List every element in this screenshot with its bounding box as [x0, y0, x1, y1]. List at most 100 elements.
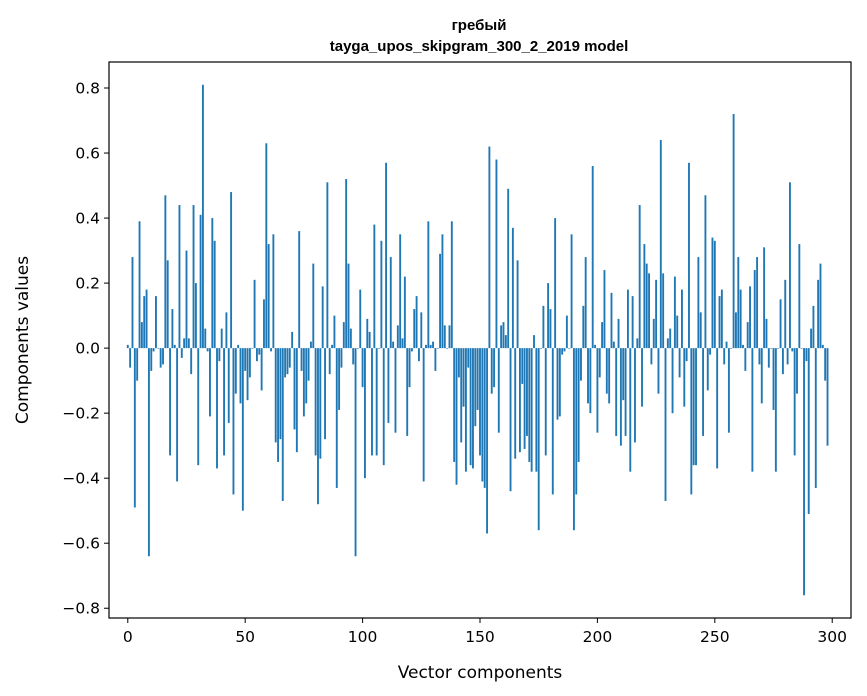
bar [774, 348, 777, 472]
bar [817, 279, 820, 349]
bar [760, 348, 763, 404]
bar [232, 348, 235, 495]
y-tick-label: 0.4 [75, 210, 100, 228]
bar [187, 338, 190, 349]
bar [410, 348, 413, 352]
bar [810, 328, 813, 349]
bar [211, 218, 214, 349]
bar [739, 289, 742, 349]
bar [643, 244, 646, 349]
x-tick-label: 300 [817, 628, 847, 646]
bars-group [126, 84, 829, 596]
bar [671, 348, 674, 414]
bar [526, 348, 528, 436]
bar [615, 348, 618, 436]
bar [248, 348, 251, 378]
bar [735, 312, 737, 349]
x-tick-label: 200 [583, 628, 613, 646]
bar [692, 348, 695, 466]
bar [133, 348, 136, 508]
bar [612, 341, 615, 349]
bar [131, 257, 134, 349]
bar [542, 305, 545, 349]
bar [263, 299, 265, 349]
bar [173, 344, 176, 349]
bar [415, 296, 418, 349]
bar [770, 348, 773, 349]
bar [155, 296, 157, 349]
bar [314, 348, 317, 456]
bar [784, 279, 787, 349]
bar [727, 348, 730, 433]
bar [460, 348, 463, 443]
bar [821, 344, 824, 349]
bar [793, 348, 796, 456]
bar [502, 322, 505, 349]
bar [781, 348, 784, 375]
bar [436, 348, 439, 349]
bar [803, 348, 805, 596]
bar [537, 348, 540, 531]
bar [450, 221, 453, 349]
bar [396, 325, 399, 349]
bar [556, 348, 559, 420]
bar [213, 240, 216, 349]
bar [239, 348, 242, 404]
bar [641, 348, 643, 407]
bar [199, 214, 202, 349]
bar [598, 348, 601, 378]
bar [577, 348, 580, 462]
bar [509, 348, 512, 492]
bar [767, 348, 770, 368]
bar [185, 250, 188, 349]
bar [753, 270, 756, 349]
bar [608, 348, 611, 404]
bar [587, 348, 589, 404]
bar [819, 263, 822, 349]
bar [742, 344, 744, 349]
bar [270, 348, 272, 352]
bar [786, 348, 789, 365]
bar [636, 338, 639, 349]
bar [340, 348, 343, 368]
bar [521, 348, 524, 384]
bar [563, 348, 566, 352]
bar [518, 348, 521, 453]
bar [495, 159, 498, 349]
bar [274, 348, 277, 443]
bar [697, 257, 700, 349]
bar [504, 335, 507, 349]
bar [328, 348, 331, 375]
bar [673, 276, 676, 349]
bar [732, 114, 735, 349]
bar [551, 348, 554, 495]
bar [591, 166, 594, 349]
bar [669, 328, 672, 349]
bar [619, 348, 622, 446]
x-tick-label: 0 [123, 628, 133, 646]
bar [420, 312, 423, 349]
bar [439, 253, 442, 349]
bar [378, 348, 380, 349]
bar [638, 205, 641, 349]
bar [702, 348, 705, 436]
bar [145, 289, 148, 349]
bar [371, 348, 373, 456]
bar [744, 348, 747, 371]
bar [422, 348, 425, 482]
bar [457, 348, 460, 378]
bar [394, 348, 397, 433]
bar [333, 315, 336, 349]
y-tick-label: −0.6 [62, 535, 100, 553]
bar [413, 309, 416, 349]
bar [178, 205, 181, 349]
bar [338, 348, 341, 410]
bar [349, 328, 352, 349]
bar [685, 348, 688, 362]
bar [690, 348, 693, 495]
bar [385, 162, 388, 349]
bar [716, 348, 719, 469]
bar [368, 331, 371, 349]
bar [547, 283, 550, 349]
bar [713, 240, 716, 349]
